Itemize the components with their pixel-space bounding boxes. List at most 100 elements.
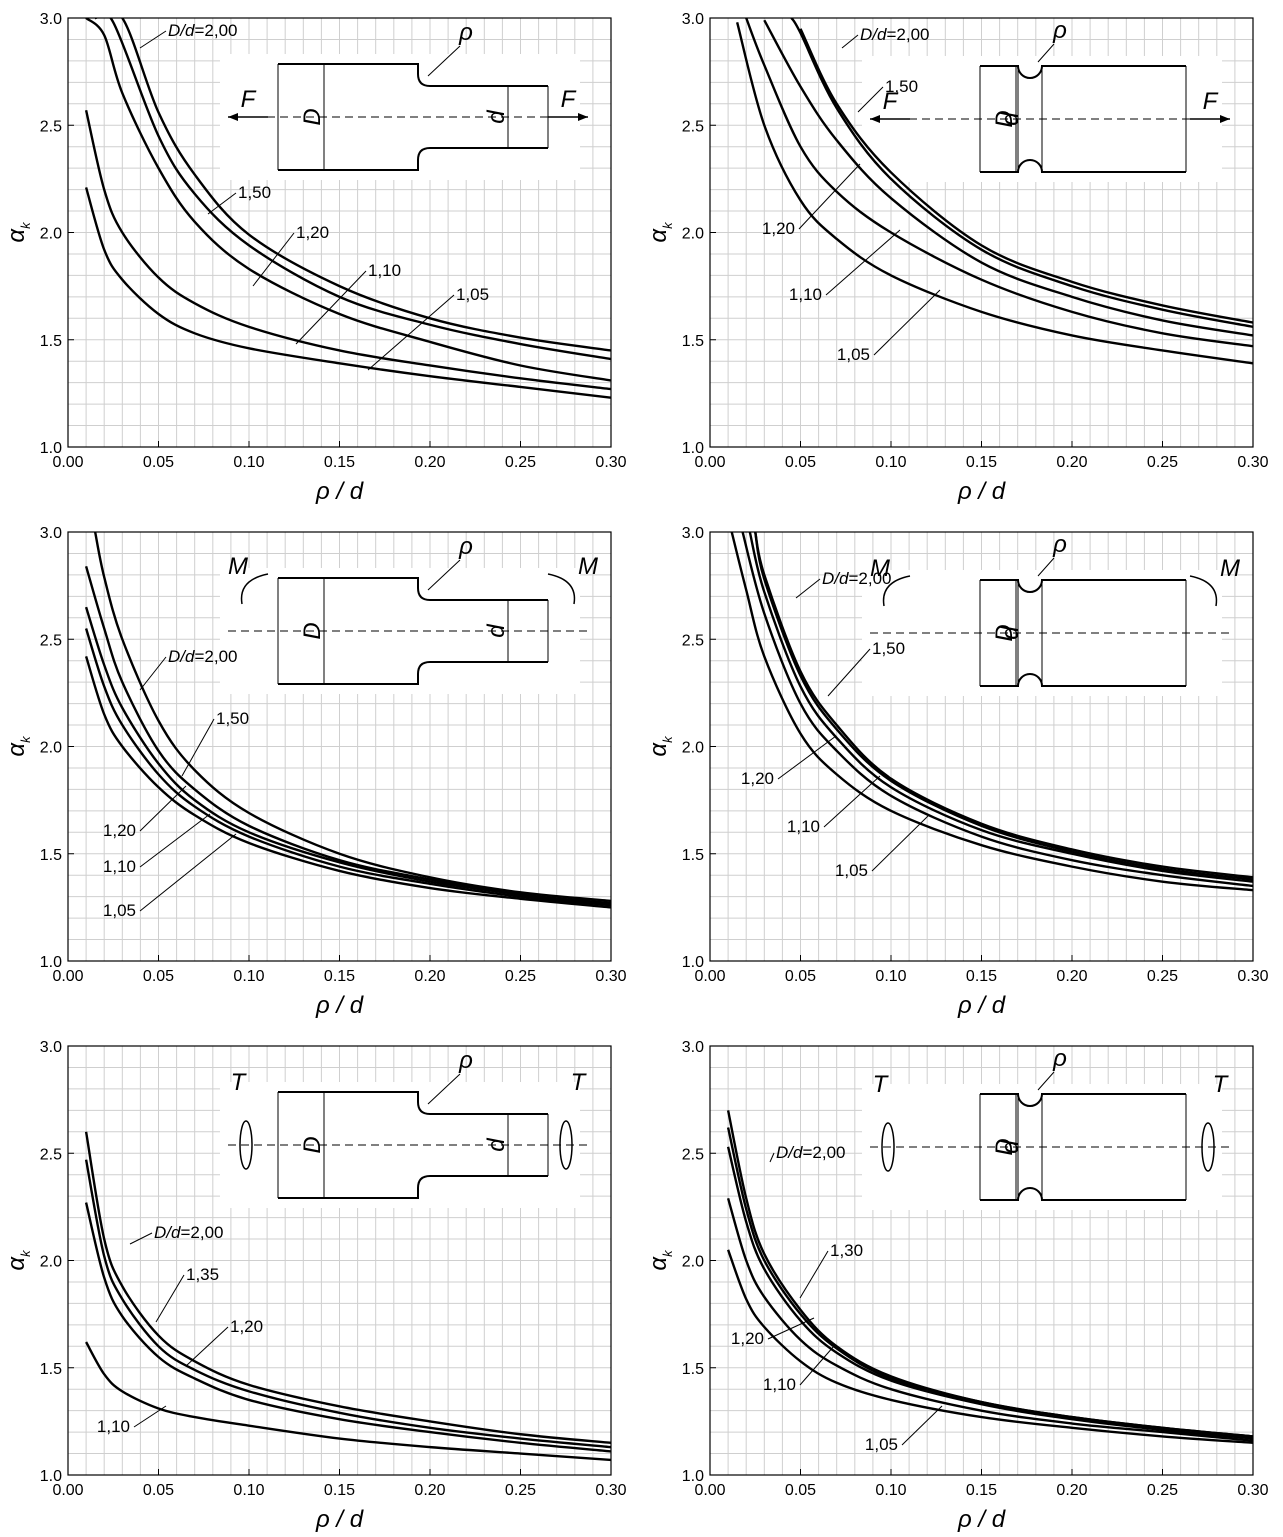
series-label-leader — [857, 86, 884, 113]
series-line-2 — [790, 18, 1253, 329]
y-axis-subscript: k — [660, 735, 675, 743]
series-line-3 — [748, 532, 1253, 883]
sketch-outline-bottom — [278, 661, 548, 685]
series-label-leader — [185, 1326, 229, 1367]
y-tick-label: 2.0 — [682, 226, 704, 243]
y-axis-title: αk — [645, 1249, 675, 1271]
series-line-3 — [726, 1146, 1253, 1440]
y-tick-label: 2.5 — [40, 1146, 62, 1163]
sketch-label-rho: ρ — [1052, 17, 1067, 44]
x-tick-label: 0.00 — [694, 454, 725, 471]
sketch-moment-right — [547, 573, 576, 605]
sketch-label-d: d — [997, 626, 1024, 640]
x-tick-label: 0.15 — [966, 1482, 997, 1499]
y-tick-label: 1.0 — [40, 440, 62, 457]
x-tick-label: 0.30 — [595, 454, 626, 471]
series-label-5: 1,05 — [865, 1435, 898, 1454]
series-label-ratio: D/d — [822, 569, 849, 588]
x-tick-label: 0.25 — [505, 1482, 536, 1499]
y-tick-label: 1.0 — [40, 954, 62, 971]
series-label-3: 1,20 — [762, 219, 795, 238]
series-label-3: 1,20 — [230, 1317, 263, 1336]
sketch-label-rho: ρ — [458, 1047, 473, 1074]
series-label-5: 1,05 — [835, 861, 868, 880]
x-tick-label: 0.20 — [414, 454, 445, 471]
x-tick-label: 0.05 — [785, 454, 816, 471]
series-label-2: 1,50 — [216, 709, 249, 728]
chart-panel-5: 0.00 0.05 0.10 0.15 0.20 0.25 0.30 1.0 1.5 2.0 2.5… — [3, 1039, 627, 1533]
y-axis-title: αk — [645, 735, 675, 757]
series-label-4: 1,10 — [763, 1375, 796, 1394]
y-tick-label: 2.0 — [40, 1254, 62, 1271]
sketch-label-torque-left: T — [231, 1069, 248, 1096]
x-tick-label: 0.10 — [875, 454, 906, 471]
sketch-label-moment-left: M — [870, 555, 890, 582]
sketch-label-rho: ρ — [1052, 1045, 1067, 1072]
x-tick-label: 0.00 — [694, 968, 725, 985]
y-tick-label: 1.5 — [682, 333, 704, 350]
sketch-outline-top — [278, 577, 548, 601]
x-tick-label: 0.10 — [875, 1482, 906, 1499]
sketch-label-force-left: F — [883, 88, 899, 115]
series-label-3: 1,20 — [741, 769, 774, 788]
sketch-force-head-left — [870, 115, 880, 123]
x-tick-label: 0.30 — [1237, 454, 1268, 471]
sketch-rho-leader — [1037, 1071, 1055, 1091]
series-label-1: D/d=2,00 — [776, 1143, 845, 1162]
series-label-4: 1,10 — [789, 285, 822, 304]
series-line-2 — [754, 532, 1253, 881]
series-label-4: 1,10 — [368, 261, 401, 280]
series-label-leader — [367, 294, 455, 371]
series-label-leader — [207, 192, 237, 215]
x-tick-label: 0.10 — [233, 1482, 264, 1499]
sketch-outline-bottom — [278, 147, 548, 171]
series-label-leader — [777, 735, 837, 780]
x-tick-label: 0.15 — [324, 454, 355, 471]
y-tick-label: 2.5 — [40, 118, 62, 135]
series-label-1: D/d=2,00 — [154, 1223, 223, 1242]
series-label-leader — [133, 1405, 167, 1428]
series-label-ratio: D/d — [154, 1223, 181, 1242]
x-tick-label: 0.25 — [1147, 454, 1178, 471]
y-tick-label: 3.0 — [40, 1039, 62, 1056]
y-tick-label: 1.0 — [682, 1468, 704, 1485]
x-axis-title: ρ / d — [315, 478, 364, 505]
series-line-3 — [763, 19, 1253, 337]
y-tick-label: 2.5 — [682, 1146, 704, 1163]
x-tick-label: 0.30 — [595, 968, 626, 985]
sketch-label-rho: ρ — [458, 533, 473, 560]
y-tick-label: 1.0 — [682, 954, 704, 971]
x-tick-label: 0.15 — [324, 1482, 355, 1499]
sketch-label-d: d — [997, 1140, 1024, 1154]
series-line-5 — [730, 532, 1253, 892]
x-tick-label: 0.00 — [52, 1482, 83, 1499]
x-tick-label: 0.15 — [966, 454, 997, 471]
sketch-rho-leader — [427, 45, 461, 77]
x-tick-label: 0.05 — [143, 968, 174, 985]
series-line-2 — [94, 18, 611, 361]
sketch-outline-top — [278, 1091, 548, 1115]
series-label-1: D/d=2,00 — [168, 21, 237, 40]
series-line-3 — [84, 1202, 611, 1453]
y-tick-label: 2.5 — [40, 632, 62, 649]
chart-panel-6: 0.00 0.05 0.10 0.15 0.20 0.25 0.30 1.0 1.5 2.0 2.5… — [645, 1039, 1269, 1533]
x-tick-label: 0.30 — [1237, 1482, 1268, 1499]
chart-panel-1: 0.00 0.05 0.10 0.15 0.20 0.25 0.30 1.0 1.5 2.0 2.5… — [3, 11, 627, 505]
sketch-moment-right — [1189, 575, 1218, 607]
y-tick-label: 2.0 — [682, 1254, 704, 1271]
series-line-4 — [84, 109, 611, 391]
series-line-4 — [745, 18, 1253, 348]
y-tick-label: 3.0 — [40, 525, 62, 542]
series-label-leader — [769, 1152, 775, 1163]
sketch-rho-leader — [427, 1073, 461, 1105]
series-label-leader — [129, 1232, 153, 1245]
y-tick-label: 3.0 — [40, 11, 62, 28]
sketch-torque-right — [1201, 1122, 1215, 1172]
sketch-label-moment-right: M — [1220, 555, 1240, 582]
series-label-leader — [155, 1274, 185, 1323]
